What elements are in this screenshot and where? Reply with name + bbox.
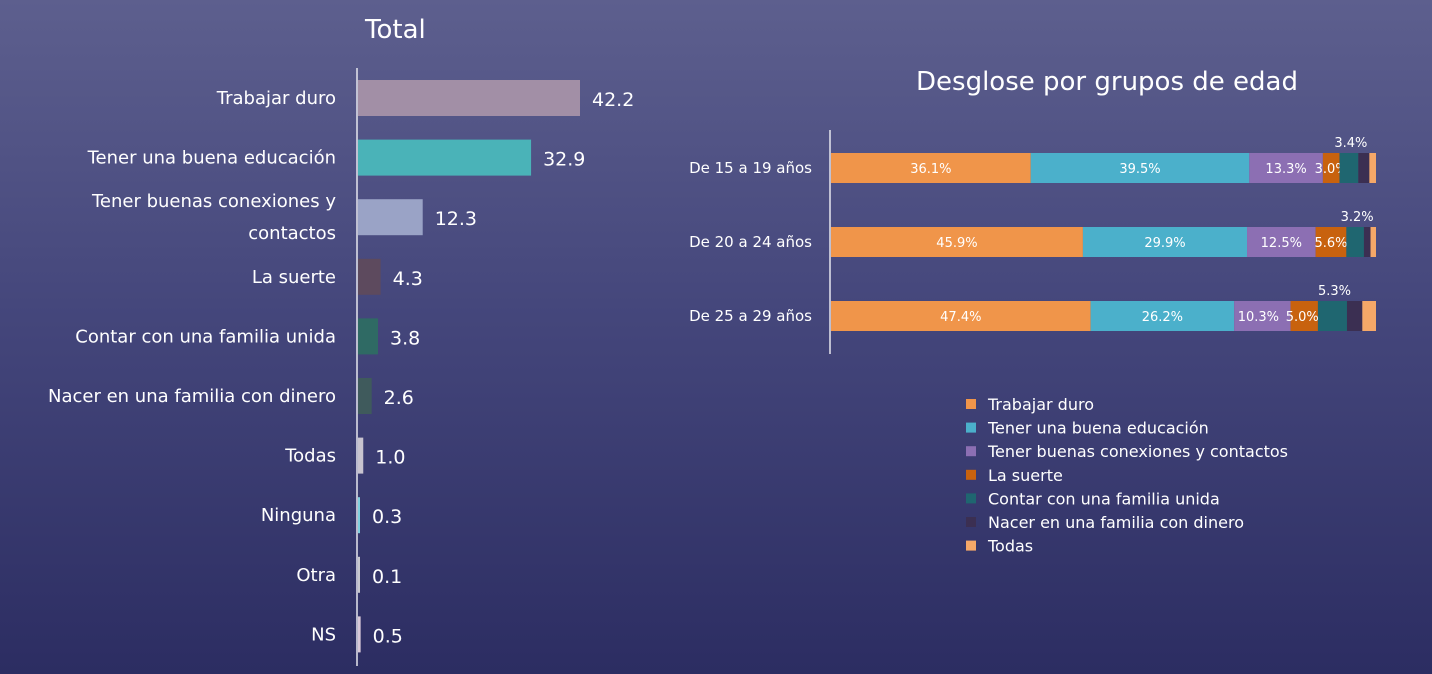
age-category-label: De 15 a 19 años xyxy=(689,159,812,177)
stacked-segment xyxy=(831,227,1083,257)
total-bar xyxy=(358,258,381,295)
stacked-segment xyxy=(1247,227,1316,257)
total-chart-title: Total xyxy=(364,15,426,45)
segment-value-label: 45.9% xyxy=(936,236,977,251)
stacked-segment xyxy=(831,153,1031,183)
total-bar xyxy=(358,139,532,176)
total-category-label: Contar con una familia unida xyxy=(75,326,336,347)
total-bar xyxy=(358,616,361,653)
total-value-label: 32.9 xyxy=(543,149,585,171)
legend-label: Todas xyxy=(987,537,1033,556)
segment-value-label: 12.5% xyxy=(1261,236,1302,251)
age-category-label: De 20 a 24 años xyxy=(689,233,812,251)
total-value-label: 1.0 xyxy=(375,447,405,469)
stacked-segment xyxy=(1315,227,1347,257)
total-value-label: 0.1 xyxy=(372,566,402,588)
stacked-segment xyxy=(1346,227,1364,257)
total-bar xyxy=(358,199,423,236)
total-category-label: Tener buenas conexiones y xyxy=(91,191,336,212)
total-category-label: NS xyxy=(311,624,336,645)
legend-label: Tener buenas conexiones y contactos xyxy=(987,442,1288,461)
stacked-segment xyxy=(1234,301,1291,331)
legend-label: La suerte xyxy=(988,466,1063,485)
stacked-segment xyxy=(1290,301,1318,331)
legend-swatch xyxy=(966,446,976,457)
segment-value-label: 5.3% xyxy=(1318,284,1351,299)
stacked-segment xyxy=(1030,153,1250,183)
stacked-segment xyxy=(1346,301,1363,331)
total-category-label: La suerte xyxy=(252,267,336,288)
total-category-label: Otra xyxy=(296,565,336,586)
segment-value-label: 47.4% xyxy=(940,310,981,325)
age-category-label: De 25 a 29 años xyxy=(689,307,812,325)
total-category-label: Ninguna xyxy=(261,505,336,526)
segment-value-label: 3.4% xyxy=(1334,136,1367,151)
stacked-segment xyxy=(1370,227,1376,257)
legend-label: Contar con una familia unida xyxy=(988,489,1220,508)
legend-swatch xyxy=(966,493,976,504)
stacked-segment xyxy=(831,301,1091,331)
legend-label: Tener una buena educación xyxy=(987,419,1209,438)
total-category-label: Nacer en una familia con dinero xyxy=(48,386,336,407)
total-bar xyxy=(358,497,360,534)
total-value-label: 12.3 xyxy=(435,208,477,230)
legend: Trabajar duro Tener una buena educación Te… xyxy=(966,395,1288,556)
legend-swatch xyxy=(966,517,976,527)
legend-swatch xyxy=(966,399,976,409)
segment-value-label: 36.1% xyxy=(910,162,951,177)
stacked-segment xyxy=(1249,153,1323,183)
total-value-label: 0.3 xyxy=(372,506,402,528)
total-category-label: contactos xyxy=(248,223,336,244)
stacked-segment xyxy=(1082,227,1248,257)
legend-label: Nacer en una familia con dinero xyxy=(988,513,1244,532)
stacked-segment xyxy=(1358,153,1370,183)
total-bar-chart: Total Trabajar duro 42.2 Tener una buena e… xyxy=(48,15,634,666)
total-category-label: Trabajar duro xyxy=(216,88,336,109)
total-bar xyxy=(358,80,580,116)
stacked-segment xyxy=(1322,153,1340,183)
stacked-segment xyxy=(1369,153,1376,183)
segment-value-label: 3.0% xyxy=(1315,162,1348,177)
total-bar xyxy=(358,378,372,414)
age-stacked-chart: Desglose por grupos de edad De 15 a 19 a… xyxy=(689,67,1376,556)
segment-value-label: 10.3% xyxy=(1238,310,1279,325)
legend-swatch xyxy=(966,422,976,433)
total-category-label: Todas xyxy=(284,446,336,467)
segment-value-label: 13.3% xyxy=(1265,162,1306,177)
legend-swatch xyxy=(966,540,976,551)
segment-value-label: 5.0% xyxy=(1286,310,1319,325)
total-category-label: Tener una buena educación xyxy=(87,148,336,169)
total-value-label: 2.6 xyxy=(384,387,414,409)
stacked-segment xyxy=(1339,153,1359,183)
segment-value-label: 29.9% xyxy=(1144,236,1185,251)
legend-label: Trabajar duro xyxy=(987,395,1094,414)
total-bar xyxy=(358,318,378,355)
total-value-label: 0.5 xyxy=(373,625,403,647)
stacked-segment xyxy=(1362,301,1376,331)
total-value-label: 42.2 xyxy=(592,89,634,111)
stacked-segment xyxy=(1363,227,1371,257)
age-chart-title: Desglose por grupos de edad xyxy=(916,67,1298,97)
total-bar xyxy=(358,556,360,593)
segment-value-label: 26.2% xyxy=(1142,310,1183,325)
stacked-segment xyxy=(1317,301,1347,331)
stacked-segment xyxy=(1090,301,1235,331)
legend-swatch xyxy=(966,469,976,480)
total-value-label: 4.3 xyxy=(393,268,423,290)
total-value-label: 3.8 xyxy=(390,327,420,349)
segment-value-label: 39.5% xyxy=(1119,162,1160,177)
segment-value-label: 3.2% xyxy=(1341,210,1374,225)
segment-value-label: 5.6% xyxy=(1314,236,1347,251)
total-bar xyxy=(358,437,364,474)
